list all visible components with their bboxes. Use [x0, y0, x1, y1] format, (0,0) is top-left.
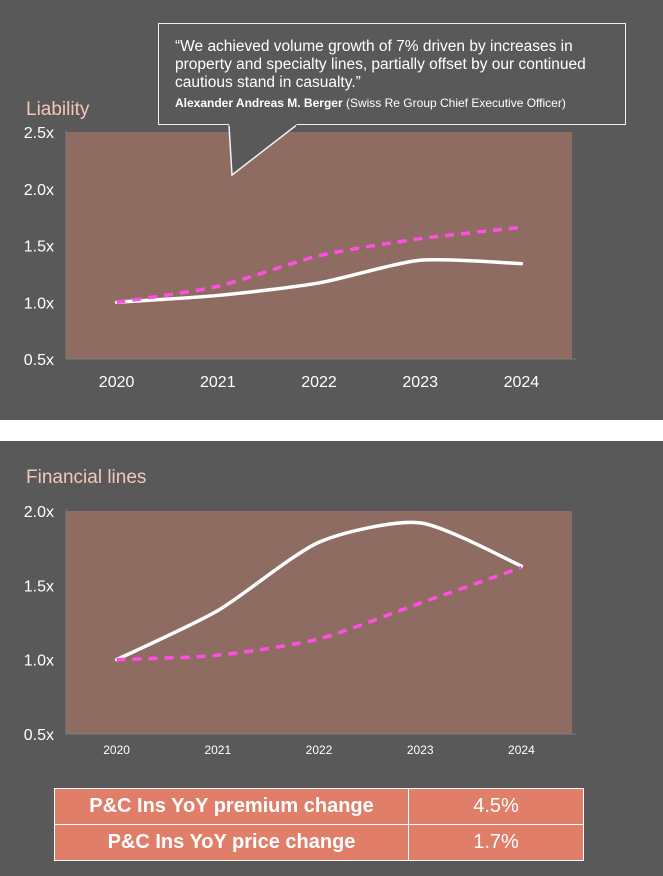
panel-divider — [0, 420, 663, 441]
plot-area — [66, 511, 572, 734]
series-line-dashed — [116, 225, 522, 304]
quote-role: (Swiss Re Group Chief Executive Officer) — [345, 96, 566, 110]
quote-author: Alexander Andreas M. Berger — [175, 96, 343, 110]
x-tick-label: 2022 — [306, 743, 333, 757]
x-tick-label: 2022 — [301, 374, 337, 391]
quote-text: “We achieved volume growth of 7% driven … — [175, 38, 586, 91]
x-tick-label: 2023 — [407, 743, 434, 757]
y-tick-label: 0.5x — [24, 352, 54, 369]
y-tick-label: 2.5x — [24, 125, 54, 142]
y-tick-label: 1.0x — [24, 295, 54, 312]
financial-lines-chart: 0.5x 1.0x 1.5x 2.0x 2020 2021 2022 2023 2024 — [24, 504, 576, 757]
liability-panel: Liability 0.5x 1.0x 1.5x 2.0x 2.5x 2020 2021 20… — [0, 0, 663, 420]
series-line-dashed — [116, 565, 522, 662]
y-tick-label: 2.0x — [24, 504, 54, 521]
y-tick-label: 2.0x — [24, 182, 54, 199]
metric-label-price: P&C Ins YoY price change — [54, 824, 409, 861]
series-line-solid — [114, 520, 524, 662]
x-tick-label: 2024 — [508, 743, 535, 757]
metric-row-price: P&C Ins YoY price change 1.7% — [54, 824, 584, 861]
quote-attribution: Alexander Andreas M. Berger (Swiss Re Gr… — [175, 96, 625, 110]
metric-value-premium: 4.5% — [408, 788, 584, 825]
metric-value-price: 1.7% — [408, 824, 584, 861]
x-tick-label: 2020 — [103, 743, 130, 757]
x-tick-label: 2023 — [402, 374, 438, 391]
x-tick-label: 2024 — [504, 374, 540, 391]
metric-row-premium: P&C Ins YoY premium change 4.5% — [54, 788, 584, 825]
plot-area — [66, 132, 572, 359]
x-tick-label: 2021 — [204, 743, 231, 757]
chart-title-financial-lines: Financial lines — [26, 467, 147, 488]
y-tick-label: 0.5x — [24, 727, 54, 744]
y-tick-label: 1.5x — [24, 578, 54, 595]
chart-title-liability: Liability — [26, 99, 90, 120]
quote-callout: “We achieved volume growth of 7% driven … — [158, 23, 626, 125]
series-line-solid — [114, 257, 524, 304]
x-tick-label: 2020 — [99, 374, 135, 391]
metric-label-premium: P&C Ins YoY premium change — [54, 788, 409, 825]
y-tick-label: 1.5x — [24, 239, 54, 256]
liability-chart: 0.5x 1.0x 1.5x 2.0x 2.5x 2020 2021 2022 2023 2024 — [24, 125, 576, 391]
metrics-table: P&C Ins YoY premium change 4.5% P&C Ins … — [54, 788, 584, 861]
x-tick-label: 2021 — [200, 374, 236, 391]
y-tick-label: 1.0x — [24, 653, 54, 670]
